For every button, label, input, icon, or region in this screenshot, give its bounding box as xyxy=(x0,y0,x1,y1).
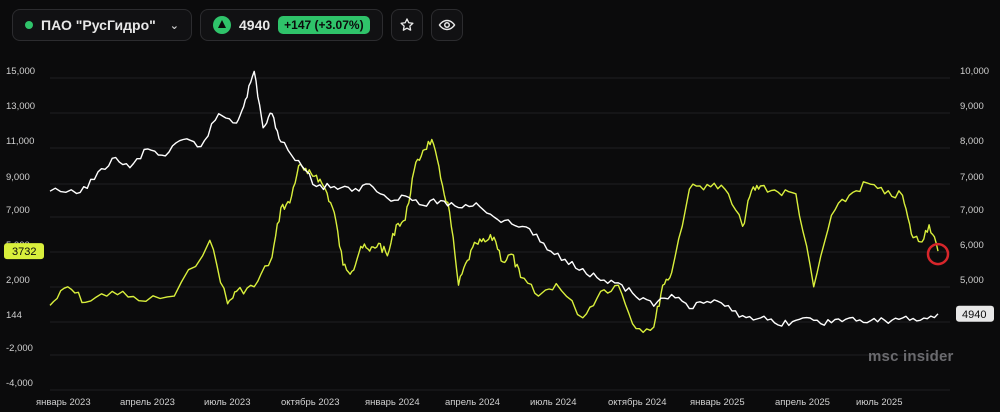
company-selector[interactable]: ПАО "РусГидро" ⌄ xyxy=(12,9,193,41)
x-tick-label: октябрь 2024 xyxy=(608,397,667,408)
x-tick-label: июль 2023 xyxy=(204,397,251,408)
msc-insider-logo: msc insider xyxy=(868,348,954,365)
right-tick-label: 10,000 xyxy=(960,66,989,77)
x-tick-label: январь 2024 xyxy=(365,397,420,408)
left-tick-label: 9,000 xyxy=(6,172,30,183)
x-tick-label: январь 2025 xyxy=(690,397,745,408)
left-tick-label: 13,000 xyxy=(6,101,35,112)
top-toolbar: ПАО "РусГидро" ⌄ 4940 +147 (+3.07%) xyxy=(12,8,463,42)
left-tick-label: 7,000 xyxy=(6,205,30,216)
x-tick-label: июль 2024 xyxy=(530,397,577,408)
price-value: 4940 xyxy=(239,17,271,33)
left-tick-label: 144 xyxy=(6,310,22,321)
x-tick-label: апрель 2025 xyxy=(775,397,830,408)
left-tick-label: -2,000 xyxy=(6,343,33,354)
triangle-up-icon xyxy=(213,16,232,34)
x-tick-label: апрель 2024 xyxy=(445,397,500,408)
left-tick-label: 11,000 xyxy=(6,136,34,147)
x-tick-label: апрель 2023 xyxy=(120,397,175,408)
x-tick-label: октябрь 2023 xyxy=(281,397,340,408)
x-tick-label: январь 2023 xyxy=(36,397,91,408)
right-tick-label: 7,000 xyxy=(960,205,984,216)
series-line-white xyxy=(49,70,939,327)
last-value-label-right: 4940 xyxy=(962,309,986,321)
status-dot xyxy=(25,21,33,29)
eye-icon xyxy=(438,19,455,31)
right-tick-label: 9,000 xyxy=(960,101,984,112)
series-line-yellow xyxy=(49,138,939,334)
left-tick-label: -4,000 xyxy=(6,378,33,389)
star-icon xyxy=(400,18,414,31)
chevron-down-icon: ⌄ xyxy=(169,19,180,32)
right-tick-label: 6,000 xyxy=(960,240,984,251)
right-tick-label: 5,000 xyxy=(960,275,984,286)
last-value-badge-right xyxy=(956,305,994,322)
left-tick-label: 15,000 xyxy=(6,66,35,77)
favorite-button[interactable] xyxy=(390,9,423,41)
highlight-circle xyxy=(926,242,950,266)
right-tick-label: 7,000 xyxy=(960,172,984,183)
x-tick-label: июль 2025 xyxy=(856,397,903,408)
left-tick-label: 2,000 xyxy=(6,275,30,286)
price-change-badge: +147 (+3.07%) xyxy=(278,16,370,34)
last-value-label-left: 3732 xyxy=(12,246,36,258)
price-panel: 4940 +147 (+3.07%) xyxy=(200,9,383,41)
last-value-badge-left xyxy=(4,243,44,260)
right-tick-label: 8,000 xyxy=(960,136,984,147)
watermark: msc insider xyxy=(868,348,954,365)
watch-button[interactable] xyxy=(430,9,463,41)
company-name: ПАО "РусГидро" xyxy=(41,17,156,33)
